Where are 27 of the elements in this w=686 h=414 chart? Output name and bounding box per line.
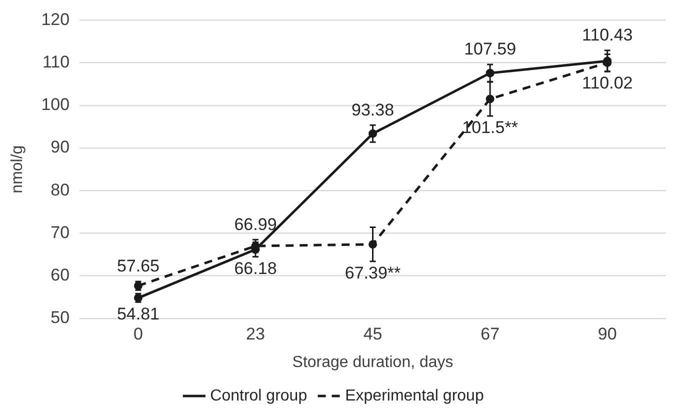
data-label: 66.99: [234, 214, 277, 234]
x-axis-title: Storage duration, days: [292, 354, 454, 371]
y-axis-title: nmol/g: [9, 145, 26, 194]
data-label: 66.18: [234, 258, 277, 278]
data-label: 54.81: [116, 304, 160, 324]
data-label: 67.39**: [344, 264, 402, 283]
legend-label: Experimental group: [345, 387, 484, 404]
y-tick-label: 120: [41, 10, 70, 29]
y-tick-label: 100: [41, 95, 70, 114]
data-label: 93.38: [352, 100, 394, 120]
data-label: 57.65: [116, 256, 160, 276]
x-tick-label: 90: [598, 324, 617, 344]
data-label: 110.02: [582, 73, 633, 92]
x-tick-label: 0: [133, 324, 143, 344]
y-tick-label: 50: [50, 308, 70, 328]
data-label: 110.43: [582, 26, 633, 45]
y-tick-label: 70: [50, 222, 70, 242]
y-tick-label: 90: [50, 138, 70, 157]
x-tick-label: 23: [246, 324, 265, 344]
data-label: 101.5**: [462, 118, 518, 138]
y-tick-label: 80: [50, 180, 70, 200]
legend-label: Control group: [210, 387, 308, 404]
x-tick-label: 67: [480, 324, 500, 344]
y-tick-label: 60: [50, 265, 70, 284]
y-tick-label: 110: [42, 52, 70, 72]
x-tick-label: 45: [363, 324, 382, 344]
data-label: 107.59: [464, 40, 516, 59]
